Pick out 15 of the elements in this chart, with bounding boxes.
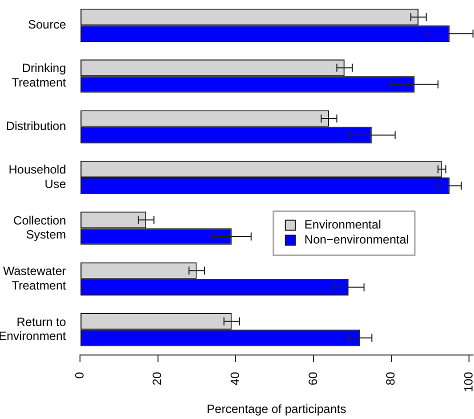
legend-label: Environmental bbox=[304, 218, 382, 232]
x-tick-label: 0 bbox=[72, 372, 86, 379]
x-tick-label: 60 bbox=[306, 372, 320, 386]
x-tick-label: 20 bbox=[150, 372, 164, 386]
x-tick-label: 80 bbox=[384, 372, 398, 386]
y-tick-label: Wastewater Treatment bbox=[3, 264, 67, 292]
y-tick-label: Collection System bbox=[13, 213, 66, 242]
y-tick-label: Distribution bbox=[6, 119, 66, 134]
y-tick-label: Source bbox=[28, 18, 66, 32]
legend-label: Non−environmental bbox=[304, 232, 409, 247]
x-tick-label: 100 bbox=[461, 372, 474, 392]
x-axis-title: Percentage of participants bbox=[206, 402, 346, 416]
y-tick-label: Household Use bbox=[8, 162, 66, 192]
x-tick-label: 40 bbox=[228, 372, 242, 386]
y-tick-label: Drinking Treatment bbox=[12, 61, 67, 90]
